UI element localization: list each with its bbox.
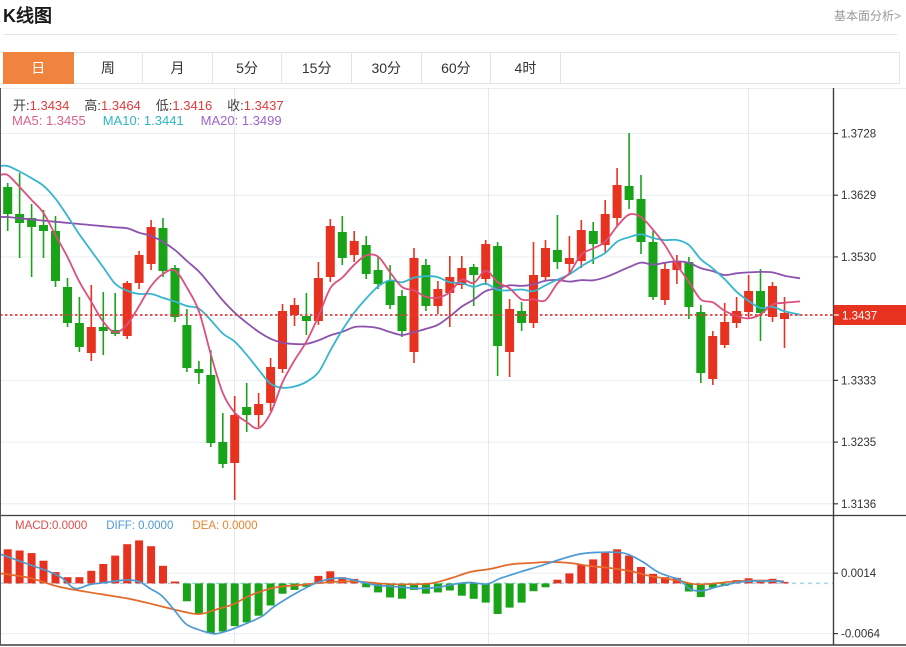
- svg-text:1.3333: 1.3333: [841, 375, 876, 387]
- svg-text:-0.0064: -0.0064: [841, 629, 881, 641]
- svg-text:1.3728: 1.3728: [841, 129, 876, 141]
- svg-text:1.3136: 1.3136: [841, 499, 876, 511]
- svg-text:1.3629: 1.3629: [841, 190, 876, 202]
- svg-text:1.3437: 1.3437: [842, 311, 877, 323]
- svg-text:0.0014: 0.0014: [841, 568, 877, 580]
- svg-text:1.3530: 1.3530: [841, 252, 876, 264]
- svg-text:1.3235: 1.3235: [841, 437, 876, 449]
